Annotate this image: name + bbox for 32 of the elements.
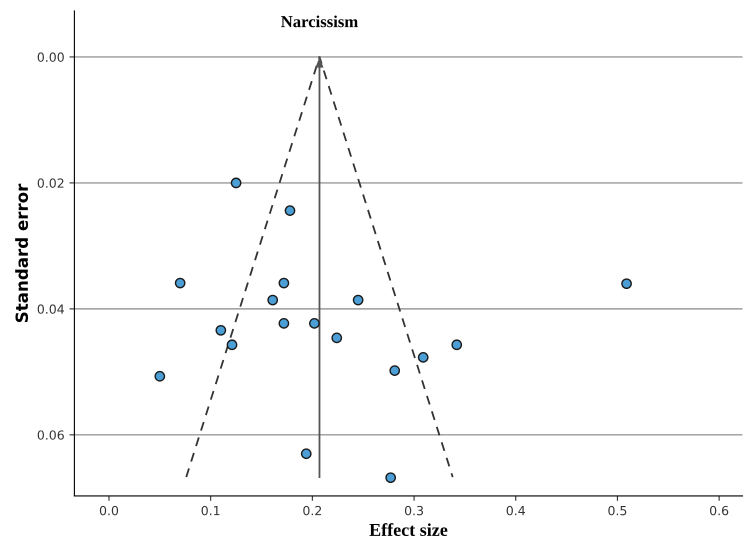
chart-title: Narcissism bbox=[281, 16, 358, 28]
x-tick-label: 0.3 bbox=[404, 506, 423, 516]
x-tick-label: 0.4 bbox=[506, 506, 525, 516]
x-tick-label: 0.5 bbox=[608, 506, 626, 516]
y-tick-label: 0.04 bbox=[38, 304, 64, 314]
y-tick-label: 0.00 bbox=[38, 52, 64, 62]
x-tick-label: 0.6 bbox=[710, 506, 728, 516]
point bbox=[278, 318, 290, 329]
point bbox=[230, 178, 242, 188]
point bbox=[451, 339, 462, 350]
point bbox=[284, 205, 296, 216]
point bbox=[621, 278, 632, 290]
point bbox=[154, 370, 166, 382]
point bbox=[385, 472, 396, 484]
point bbox=[331, 332, 342, 344]
point bbox=[300, 448, 312, 460]
point bbox=[215, 324, 226, 336]
x-tick-label: 0.1 bbox=[202, 506, 220, 516]
point bbox=[278, 278, 290, 288]
x-tick-label: 0.2 bbox=[303, 506, 322, 516]
y-axis-title: Standard error bbox=[15, 184, 28, 322]
point bbox=[174, 278, 186, 288]
point bbox=[389, 365, 400, 376]
y-tick-label: 0.06 bbox=[38, 430, 64, 440]
x-tick-label: 0.0 bbox=[100, 506, 118, 516]
point bbox=[226, 339, 238, 350]
point bbox=[267, 294, 278, 306]
y-tick-label: 0.02 bbox=[38, 178, 64, 188]
point bbox=[352, 294, 364, 306]
x-axis-title: Effect size bbox=[369, 523, 448, 536]
point bbox=[418, 352, 429, 363]
point bbox=[309, 318, 320, 329]
